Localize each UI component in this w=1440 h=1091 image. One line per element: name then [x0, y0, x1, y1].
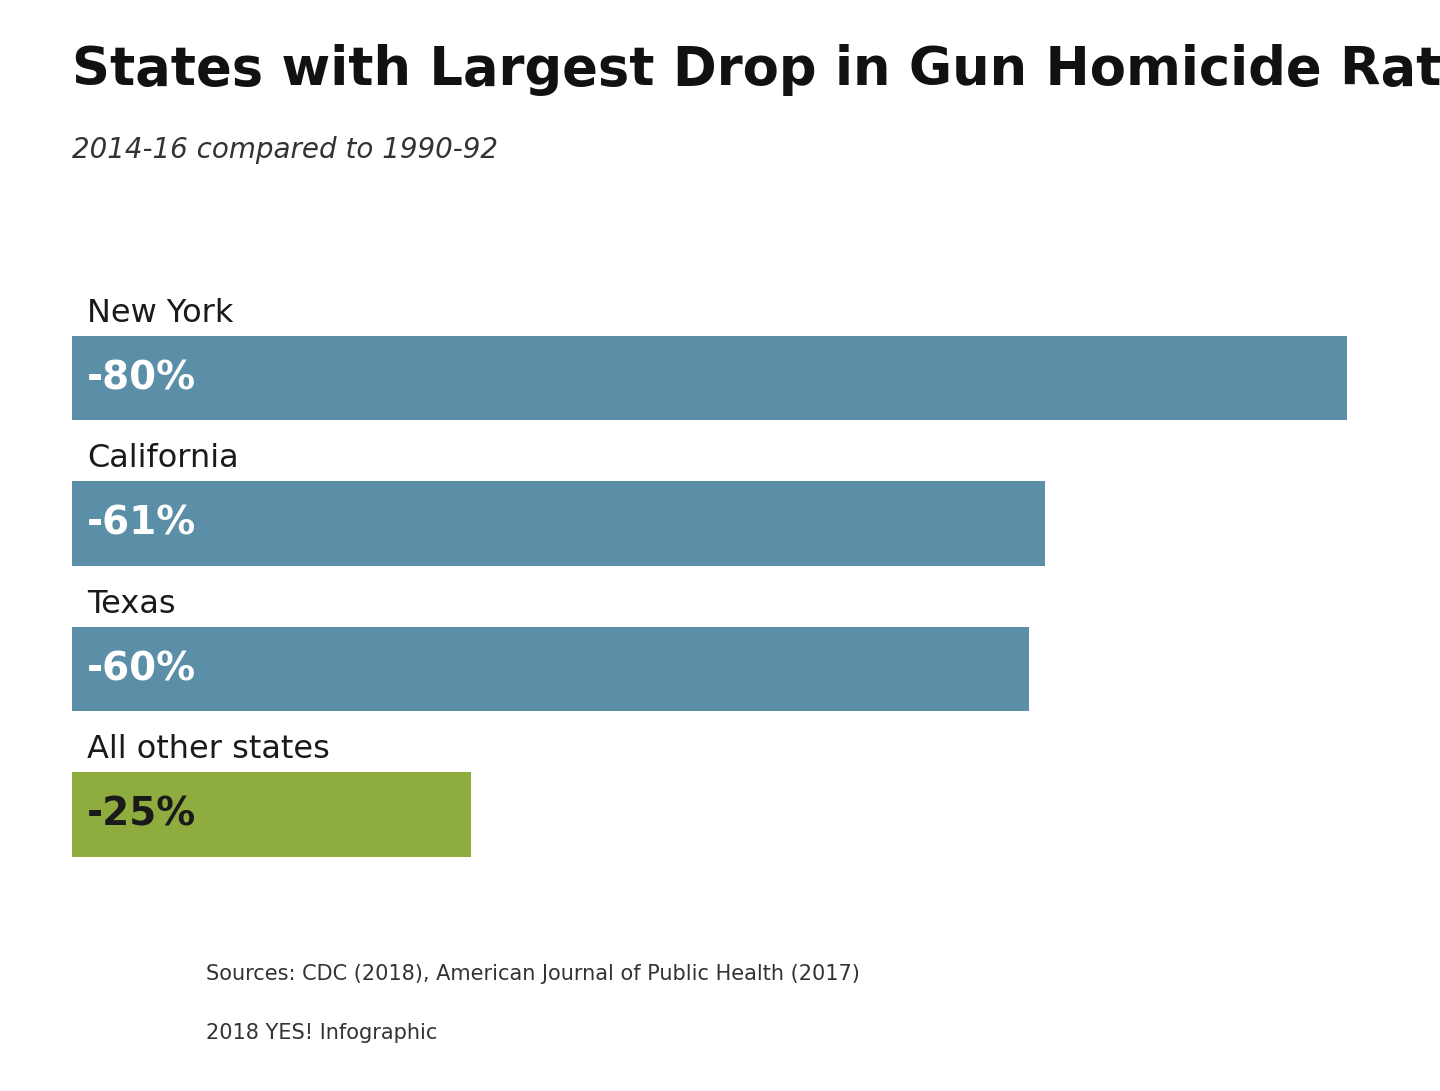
Text: Texas: Texas: [88, 589, 176, 620]
Bar: [157, 949, 167, 1058]
Bar: [72, 627, 1028, 711]
Bar: [72, 481, 1044, 566]
Bar: [72, 772, 471, 856]
Text: -61%: -61%: [88, 505, 196, 542]
Text: 2014-16 compared to 1990-92: 2014-16 compared to 1990-92: [72, 136, 498, 165]
Text: yes!: yes!: [75, 985, 156, 1018]
Text: -25%: -25%: [88, 795, 196, 834]
Text: California: California: [88, 443, 239, 475]
Text: States with Largest Drop in Gun Homicide Rates: States with Largest Drop in Gun Homicide…: [72, 44, 1440, 96]
Text: All other states: All other states: [88, 734, 330, 765]
Text: Sources: CDC (2018), American Journal of Public Health (2017): Sources: CDC (2018), American Journal of…: [206, 964, 860, 984]
Text: -80%: -80%: [88, 359, 196, 397]
Bar: [72, 336, 1348, 420]
Text: -60%: -60%: [88, 650, 196, 688]
Text: 2018 YES! Infographic: 2018 YES! Infographic: [206, 1023, 438, 1043]
Text: New York: New York: [88, 298, 233, 328]
